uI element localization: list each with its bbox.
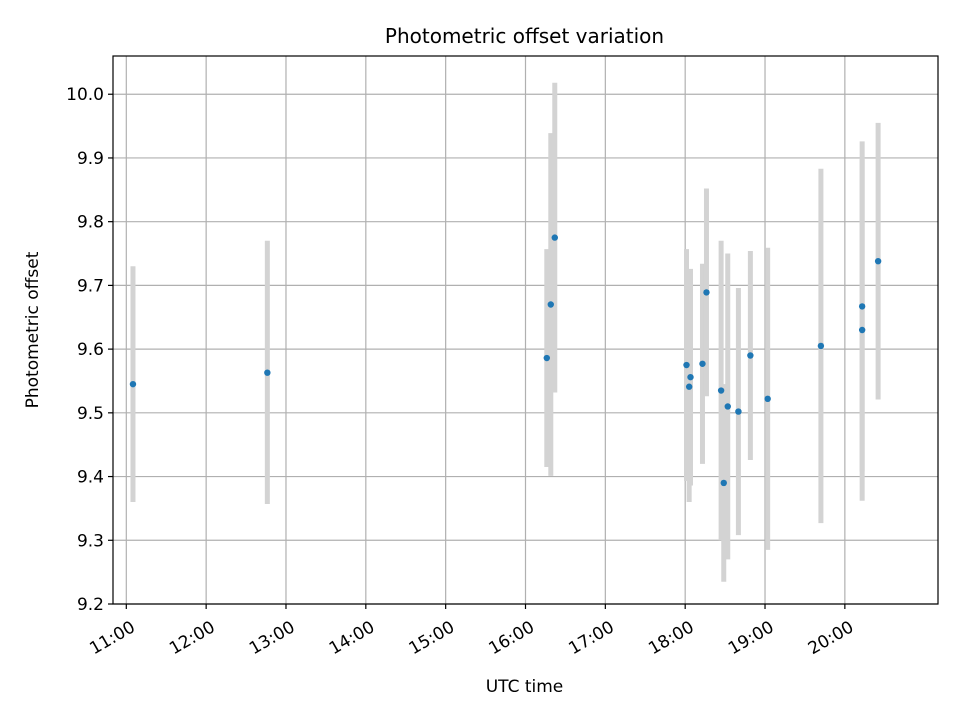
y-tick-label: 9.9: [77, 149, 104, 169]
data-point: [703, 289, 710, 296]
data-point: [543, 354, 550, 362]
y-axis: 9.2 9.3 9.4 9.5 9.6 9.7 9.8 9.9 10.0: [66, 85, 113, 615]
data-point: [817, 342, 825, 350]
data-point: [547, 301, 554, 308]
y-tick-label: 9.3: [77, 531, 104, 551]
data-point: [724, 403, 731, 410]
data-point: [764, 395, 771, 403]
y-tick-label: 9.5: [77, 404, 104, 424]
data-point: [717, 387, 725, 394]
data-point: [735, 408, 742, 415]
data-point: [551, 234, 558, 241]
y-tick-label: 9.2: [77, 595, 104, 615]
data-point: [699, 360, 706, 367]
data-point: [129, 380, 137, 388]
y-tick-label: 10.0: [66, 85, 104, 105]
data-point: [858, 303, 866, 310]
y-axis-title: Photometric offset: [23, 251, 43, 408]
data-point: [874, 257, 882, 265]
y-tick-label: 9.7: [77, 276, 104, 296]
data-points: [129, 234, 882, 487]
chart-title: Photometric offset variation: [385, 24, 664, 48]
data-point: [858, 326, 866, 334]
data-point: [264, 369, 271, 376]
data-point: [720, 479, 727, 487]
y-tick-label: 9.6: [77, 340, 104, 360]
data-point: [747, 352, 754, 359]
x-axis-title: UTC time: [486, 677, 564, 697]
data-point: [687, 373, 694, 381]
data-point: [683, 361, 690, 369]
y-tick-label: 9.8: [77, 213, 104, 233]
y-tick-label: 9.4: [77, 468, 104, 488]
data-point: [685, 383, 693, 390]
